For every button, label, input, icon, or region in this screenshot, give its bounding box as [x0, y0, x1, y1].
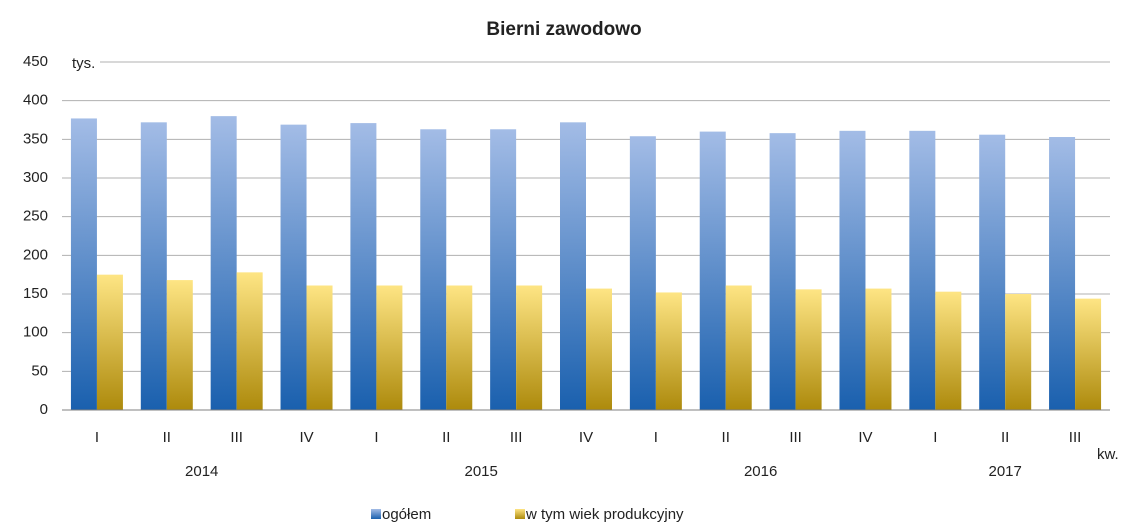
y-tick-label: 50	[31, 362, 48, 379]
bar	[629, 136, 656, 411]
x-tick-label: II	[163, 429, 171, 446]
x-unit: kw.	[1097, 446, 1119, 463]
legend-swatch	[371, 509, 381, 519]
bar	[490, 129, 517, 410]
bar	[979, 134, 1006, 410]
y-tick-label: 200	[23, 246, 48, 263]
x-tick-label: I	[95, 429, 99, 446]
bar	[769, 133, 796, 410]
legend-label: ogółem	[382, 506, 431, 523]
chart-title: Bierni zawodowo	[486, 19, 641, 40]
bar	[376, 285, 403, 410]
x-tick-label: III	[510, 429, 523, 446]
x-tick-label: I	[933, 429, 937, 446]
bar	[350, 123, 377, 411]
bar	[70, 118, 97, 410]
bar	[560, 122, 586, 410]
x-tick-label: II	[442, 429, 450, 446]
x-tick-label: IV	[579, 429, 593, 446]
bar	[306, 285, 333, 410]
y-tick-label: 0	[40, 401, 48, 418]
x-tick-label: II	[1001, 429, 1009, 446]
bar	[725, 285, 752, 410]
bar	[1005, 294, 1032, 410]
bar	[586, 288, 612, 410]
year-label: 2015	[465, 463, 498, 480]
y-tick-label: 150	[23, 285, 48, 302]
year-label: 2014	[185, 463, 218, 480]
y-tick-label: 300	[23, 169, 48, 186]
bar	[1049, 137, 1076, 410]
x-tick-label: I	[374, 429, 378, 446]
bar	[795, 289, 822, 410]
x-tick-label: III	[789, 429, 802, 446]
x-tick-label: IV	[858, 429, 872, 446]
legend-swatch	[515, 509, 525, 519]
y-tick-label: 350	[23, 130, 48, 147]
bar	[699, 131, 726, 410]
bar	[166, 280, 193, 410]
bar	[1075, 298, 1102, 410]
bar	[935, 291, 962, 410]
bar	[909, 130, 936, 410]
x-tick-label: I	[654, 429, 658, 446]
y-tick-label: 450	[23, 53, 48, 70]
year-label: 2016	[744, 463, 777, 480]
x-tick-label: II	[722, 429, 730, 446]
bar	[140, 122, 167, 410]
y-tick-label: 250	[23, 208, 48, 225]
bar	[865, 288, 892, 410]
y-unit: tys.	[72, 55, 95, 72]
bar	[839, 130, 866, 410]
bar	[96, 274, 123, 410]
x-tick-label: IV	[299, 429, 313, 446]
y-tick-label: 100	[23, 324, 48, 341]
legend-label: w tym wiek produkcyjny	[525, 506, 684, 523]
y-tick-label: 400	[23, 92, 48, 109]
bar	[210, 116, 237, 410]
bar	[236, 272, 263, 410]
bar	[655, 292, 682, 410]
bar	[516, 285, 543, 410]
bar	[446, 285, 473, 410]
x-tick-label: III	[1069, 429, 1082, 446]
year-label: 2017	[989, 463, 1022, 480]
bar	[280, 124, 307, 410]
bar	[420, 129, 447, 410]
x-tick-label: III	[230, 429, 243, 446]
